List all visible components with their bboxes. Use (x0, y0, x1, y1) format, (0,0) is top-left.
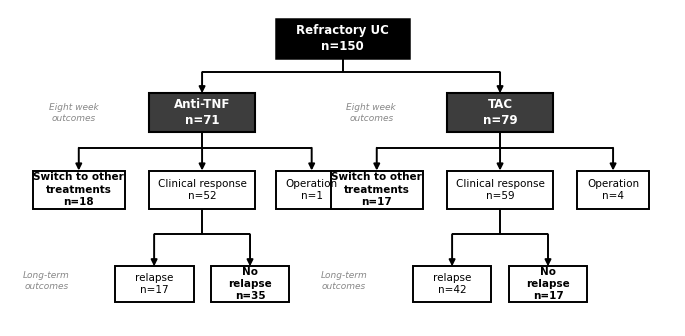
Text: Long-term
outcomes: Long-term outcomes (23, 270, 70, 291)
FancyBboxPatch shape (331, 171, 423, 209)
FancyBboxPatch shape (447, 171, 553, 209)
Text: No
relapse
n=35: No relapse n=35 (228, 266, 272, 301)
Text: Anti-TNF
n=71: Anti-TNF n=71 (174, 98, 230, 127)
FancyBboxPatch shape (275, 19, 409, 58)
FancyBboxPatch shape (149, 93, 255, 132)
FancyBboxPatch shape (412, 266, 492, 302)
Text: Operation
n=4: Operation n=4 (587, 179, 639, 201)
FancyBboxPatch shape (447, 93, 553, 132)
Text: Long-term
outcomes: Long-term outcomes (321, 270, 367, 291)
Text: No
relapse
n=17: No relapse n=17 (526, 266, 570, 301)
Text: Operation
n=1: Operation n=1 (286, 179, 338, 201)
FancyBboxPatch shape (210, 266, 289, 302)
FancyBboxPatch shape (33, 171, 125, 209)
Text: TAC
n=79: TAC n=79 (483, 98, 517, 127)
Text: Refractory UC
n=150: Refractory UC n=150 (296, 24, 389, 53)
FancyBboxPatch shape (149, 171, 255, 209)
FancyBboxPatch shape (508, 266, 588, 302)
Text: relapse
n=42: relapse n=42 (433, 273, 471, 295)
Text: relapse
n=17: relapse n=17 (135, 273, 173, 295)
Text: Eight week
outcomes: Eight week outcomes (347, 102, 396, 123)
Text: Clinical response
n=59: Clinical response n=59 (456, 179, 545, 201)
Text: Eight week
outcomes: Eight week outcomes (49, 102, 99, 123)
Text: Clinical response
n=52: Clinical response n=52 (158, 179, 247, 201)
Text: Switch to other
treatments
n=18: Switch to other treatments n=18 (34, 172, 124, 207)
FancyBboxPatch shape (275, 171, 348, 209)
Text: Switch to other
treatments
n=17: Switch to other treatments n=17 (332, 172, 422, 207)
FancyBboxPatch shape (115, 266, 194, 302)
FancyBboxPatch shape (577, 171, 649, 209)
